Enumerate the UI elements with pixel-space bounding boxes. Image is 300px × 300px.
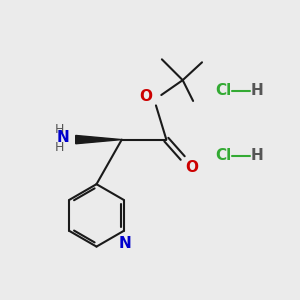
Text: N: N [57, 130, 70, 145]
Text: Cl: Cl [215, 148, 232, 164]
Text: H: H [251, 83, 264, 98]
Text: O: O [139, 89, 152, 104]
Text: O: O [185, 160, 198, 175]
Text: Cl: Cl [215, 83, 232, 98]
Text: H: H [55, 123, 64, 136]
Text: H: H [251, 148, 264, 164]
Text: H: H [55, 141, 64, 154]
Text: N: N [118, 236, 131, 251]
Polygon shape [76, 135, 122, 144]
